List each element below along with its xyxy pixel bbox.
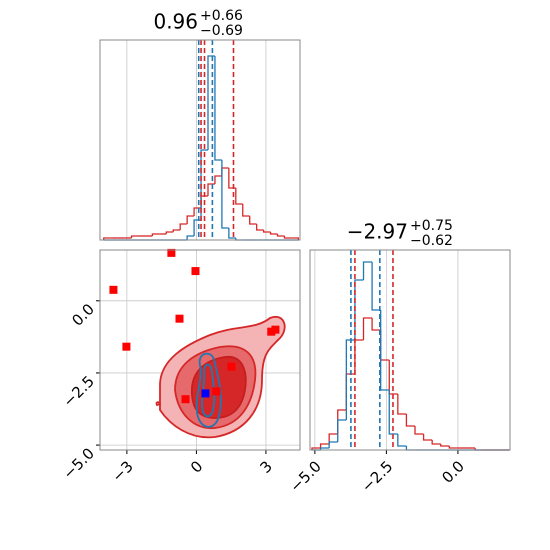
point [191,267,200,276]
hist-step [388,390,398,435]
hist-step [431,440,441,445]
panel-frame [99,249,301,451]
hist-step [235,188,243,205]
hist-step [328,441,338,448]
hist-step [103,237,111,240]
grid-layer [100,40,459,450]
point [227,362,236,371]
hist-step [130,235,139,238]
title-value: −2.97 [347,220,408,244]
hist-step [448,446,458,449]
title-lower: −0.62 [410,233,453,249]
title-value: 0.96 [153,10,198,34]
hist-step [186,235,195,240]
hist-step [371,318,381,331]
hist-step [269,232,278,235]
hist-step [337,419,347,442]
title-lower: −0.69 [200,23,243,39]
point [212,387,221,396]
hist-step [214,56,222,161]
hist-step [440,444,450,447]
hist-step [422,434,433,441]
hist-step [397,434,407,447]
contour-blue-outer [195,352,222,428]
hist-step [362,261,373,280]
hist-step [380,310,390,391]
point [109,285,118,294]
hist-step [151,233,160,236]
hist-step [354,279,364,340]
point [175,314,184,323]
hist-step [328,433,338,444]
hist-step [405,414,416,427]
hist-step [256,224,264,231]
point [201,389,210,398]
hist-step [362,317,373,340]
hist-step [262,230,271,233]
hist-step [276,234,285,237]
density-contours [155,315,286,439]
title-upper: +0.66 [200,8,243,24]
hist-step [283,236,292,239]
point [271,325,280,334]
hist-step [249,216,257,225]
panel-frame [309,249,511,451]
title-upper: +0.75 [410,218,453,234]
hist-step [228,228,236,239]
hist-step [414,426,424,435]
hist-step [186,215,195,224]
hist-step [242,204,250,217]
hist-step [179,223,188,230]
point [181,395,190,404]
contour-island [155,401,162,407]
point [122,342,131,351]
point [267,327,276,336]
point [167,248,176,257]
hist-step [172,229,181,232]
hist-step [311,447,321,450]
hist-step [371,262,381,311]
hist-step [397,394,407,415]
hist-step [291,237,300,240]
hist-step [214,175,222,184]
hist-step [345,339,355,420]
hist-step [221,160,229,229]
hist-step [319,447,330,450]
panel-frame [99,39,301,241]
hist-step [319,443,330,448]
hist-step [165,231,174,234]
